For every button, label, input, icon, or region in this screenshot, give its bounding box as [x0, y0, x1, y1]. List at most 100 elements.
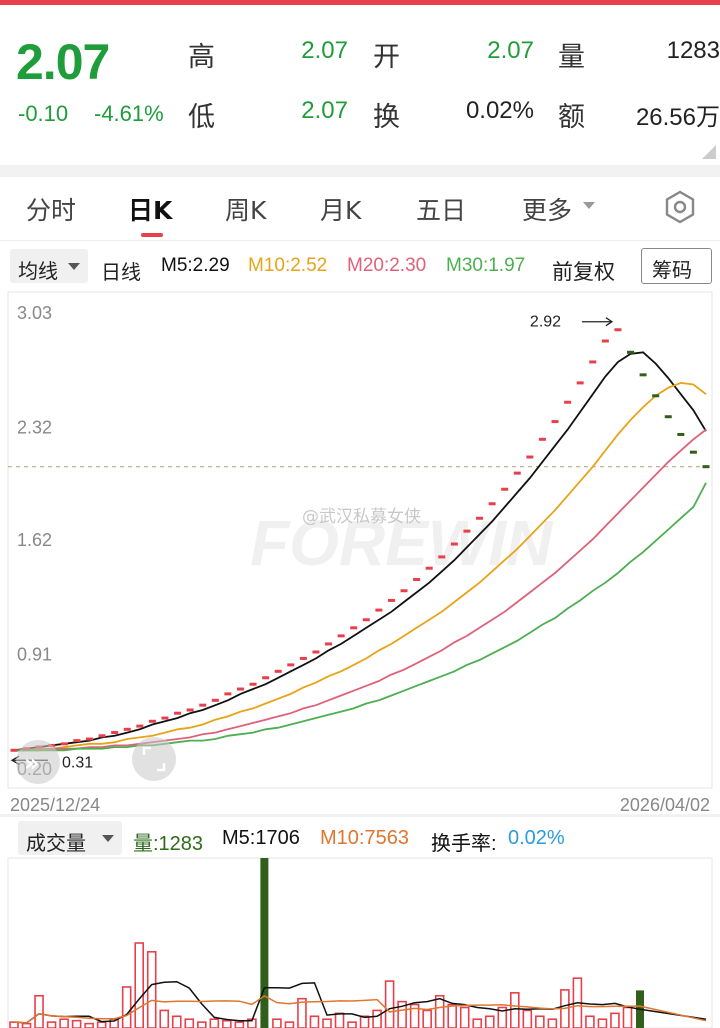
volume-bar [535, 1015, 545, 1028]
chart-frame [7, 291, 713, 789]
turnover-rate-value: 0.02% [508, 827, 565, 849]
ma-line-m30 [14, 482, 707, 752]
x-axis-end-date: 2026/04/02 [620, 795, 710, 815]
chip-button-label: 筹码 [652, 258, 692, 282]
volume-m10: M10:7563 [320, 827, 409, 849]
ma10-value: M10:2.52 [248, 255, 328, 276]
active-tab-indicator [141, 233, 163, 237]
candle-mark [375, 608, 383, 612]
candle-mark [538, 437, 546, 441]
candle-mark [136, 724, 144, 728]
candle-mark [287, 663, 295, 667]
volume-bar [171, 1015, 182, 1028]
volume-header: 成交量 量:1283 M5:1706 M10:7563 换手率: 0.02% [0, 817, 720, 859]
ma30-value: M30:1.97 [446, 255, 526, 276]
scroll-back-button[interactable] [16, 740, 60, 784]
candle-mark [564, 400, 572, 404]
volume-bar [134, 942, 144, 1028]
candle-mark [614, 328, 622, 332]
low-value: 2.07 [301, 97, 348, 124]
volume-bar [21, 1022, 32, 1028]
amount-value: 26.56万 [635, 104, 720, 131]
volume-bar [46, 1021, 57, 1028]
volume-bar [522, 1009, 533, 1028]
tab-weekly-k[interactable]: 周K [225, 196, 267, 225]
candle-mark [652, 394, 660, 398]
volume-bar [209, 1018, 220, 1028]
candle-mark [161, 716, 169, 720]
period-tabs: 分时 日K 周K 月K 五日 更多 [0, 177, 720, 239]
candle-mark [148, 719, 156, 723]
ma-selector-label: 均线 [18, 259, 58, 283]
candle-mark [664, 415, 672, 419]
candle-mark [60, 742, 68, 746]
last-price: 2.07 [16, 34, 110, 90]
volume-bar [459, 1006, 470, 1028]
candle-mark [589, 360, 597, 364]
candle-mark [601, 339, 609, 343]
candle-mark [488, 502, 496, 506]
candle-mark [362, 618, 370, 622]
candle-mark [425, 566, 433, 570]
y-tick-label: 1.62 [17, 530, 52, 550]
candle-mark [10, 748, 18, 752]
ma-selector[interactable]: 均线 [10, 249, 88, 283]
volume-bar [197, 1021, 207, 1028]
period-label: 日线 [101, 260, 141, 284]
volume-selector[interactable]: 成交量 [18, 821, 122, 855]
low-price-annotation: 0.31 [62, 754, 93, 771]
volume-divider [0, 814, 720, 817]
volume-bar [284, 1021, 295, 1028]
price-change-percent: -4.61% [94, 101, 164, 126]
candle-mark [85, 737, 93, 741]
volume-bar [610, 1012, 620, 1028]
watermark-text: @武汉私募女侠 [302, 507, 421, 527]
chip-distribution-button[interactable]: 筹码 [641, 248, 712, 284]
candle-mark [387, 598, 395, 602]
turnover-value: 0.02% [465, 97, 534, 124]
volume-bar [121, 986, 132, 1028]
volume-bar [547, 1018, 558, 1028]
volume-selector-label: 成交量 [26, 831, 86, 855]
volume-m5: M5:1706 [222, 827, 300, 849]
candle-mark [513, 471, 521, 475]
volume-bar [509, 992, 520, 1028]
volume-bar [359, 1015, 370, 1028]
volume-bar [347, 1021, 357, 1028]
tab-intraday[interactable]: 分时 [26, 196, 77, 225]
amount-label: 额 [558, 102, 585, 133]
high-label: 高 [188, 42, 215, 73]
tab-daily-k[interactable]: 日K [128, 196, 173, 225]
tab-five-day[interactable]: 五日 [416, 196, 467, 225]
candle-mark [639, 373, 647, 377]
chevron-down-icon [68, 263, 80, 270]
candle-mark [576, 381, 584, 385]
volume-m5-line [13, 980, 707, 1024]
volume-bar [434, 994, 445, 1028]
adjust-mode[interactable]: 前复权 [552, 260, 615, 284]
ma-line-m20 [14, 428, 707, 752]
candle-mark [199, 703, 207, 707]
volume-label: 量 [558, 42, 585, 73]
tab-monthly-k[interactable]: 月K [320, 196, 362, 225]
turnover-label: 换 [373, 102, 400, 133]
candle-mark [236, 687, 244, 691]
corner-indicator [702, 145, 716, 159]
fullscreen-button[interactable] [132, 737, 176, 781]
candle-mark [174, 711, 182, 715]
tab-more[interactable]: 更多 [522, 196, 573, 225]
candle-mark [400, 589, 408, 593]
chevron-down-icon [583, 202, 595, 209]
settings-hexagon-icon[interactable] [662, 189, 698, 225]
candle-mark [73, 739, 81, 743]
chevron-down-icon [102, 835, 114, 842]
volume-bar [59, 1018, 69, 1028]
candle-mark [350, 626, 358, 630]
volume-bar [309, 1015, 320, 1028]
candle-mark [450, 542, 458, 546]
volume-bar [272, 1018, 282, 1028]
volume-bar [372, 1009, 382, 1028]
candle-mark [111, 731, 119, 735]
ma-line-m5 [13, 351, 707, 752]
